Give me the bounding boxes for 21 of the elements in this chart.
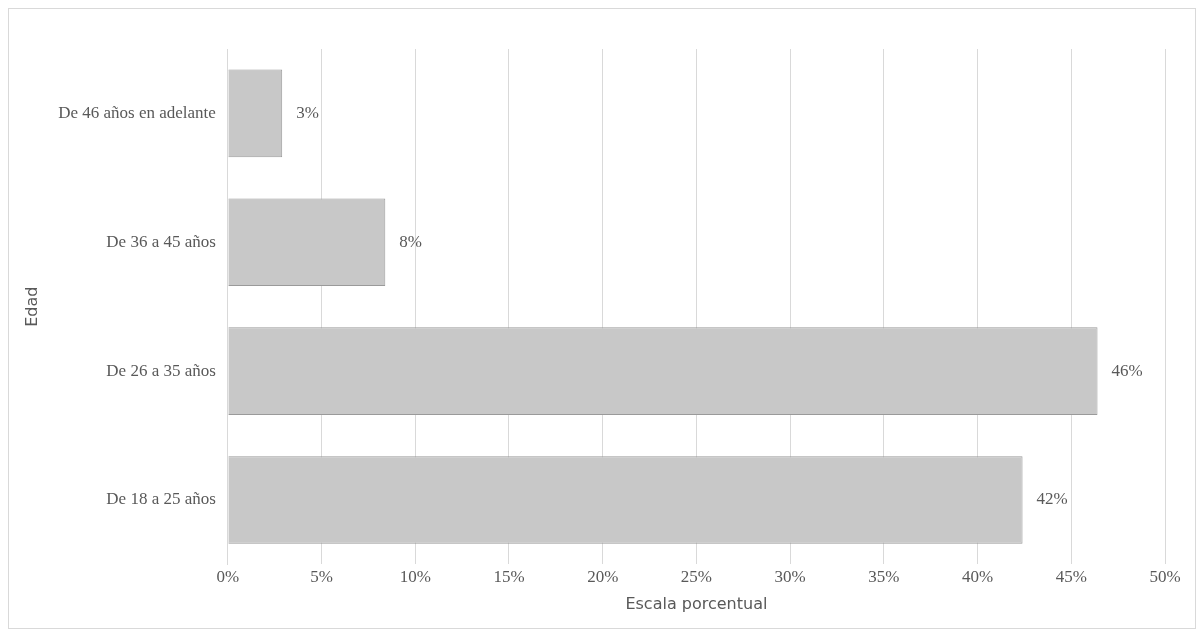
- x-tick-label: 45%: [1055, 567, 1087, 587]
- data-label: 46%: [1111, 360, 1143, 380]
- x-axis-title: Escala porcentual: [625, 593, 768, 613]
- y-tick-label: De 46 años en adelante: [58, 102, 216, 122]
- y-tick-label: De 36 a 45 años: [106, 231, 216, 251]
- x-tick-label: 35%: [868, 567, 900, 587]
- data-label: 42%: [1036, 489, 1068, 509]
- x-tick-label: 15%: [493, 567, 525, 587]
- y-tick-label: De 26 a 35 años: [106, 360, 216, 380]
- y-tick-label: De 18 a 25 años: [106, 489, 216, 509]
- data-label: 8%: [399, 231, 422, 251]
- x-tick-label: 0%: [216, 567, 240, 587]
- y-axis-title: Edad: [21, 286, 41, 327]
- x-tick-label: 40%: [961, 567, 994, 587]
- data-label: 3%: [296, 102, 319, 122]
- x-tick-label: 20%: [587, 567, 619, 587]
- x-tick-label: 30%: [774, 567, 806, 587]
- x-tick-label: 10%: [399, 567, 431, 587]
- x-tick-label: 25%: [680, 567, 713, 587]
- x-tick-label: 50%: [1149, 567, 1181, 587]
- x-tick-label: 5%: [310, 567, 333, 587]
